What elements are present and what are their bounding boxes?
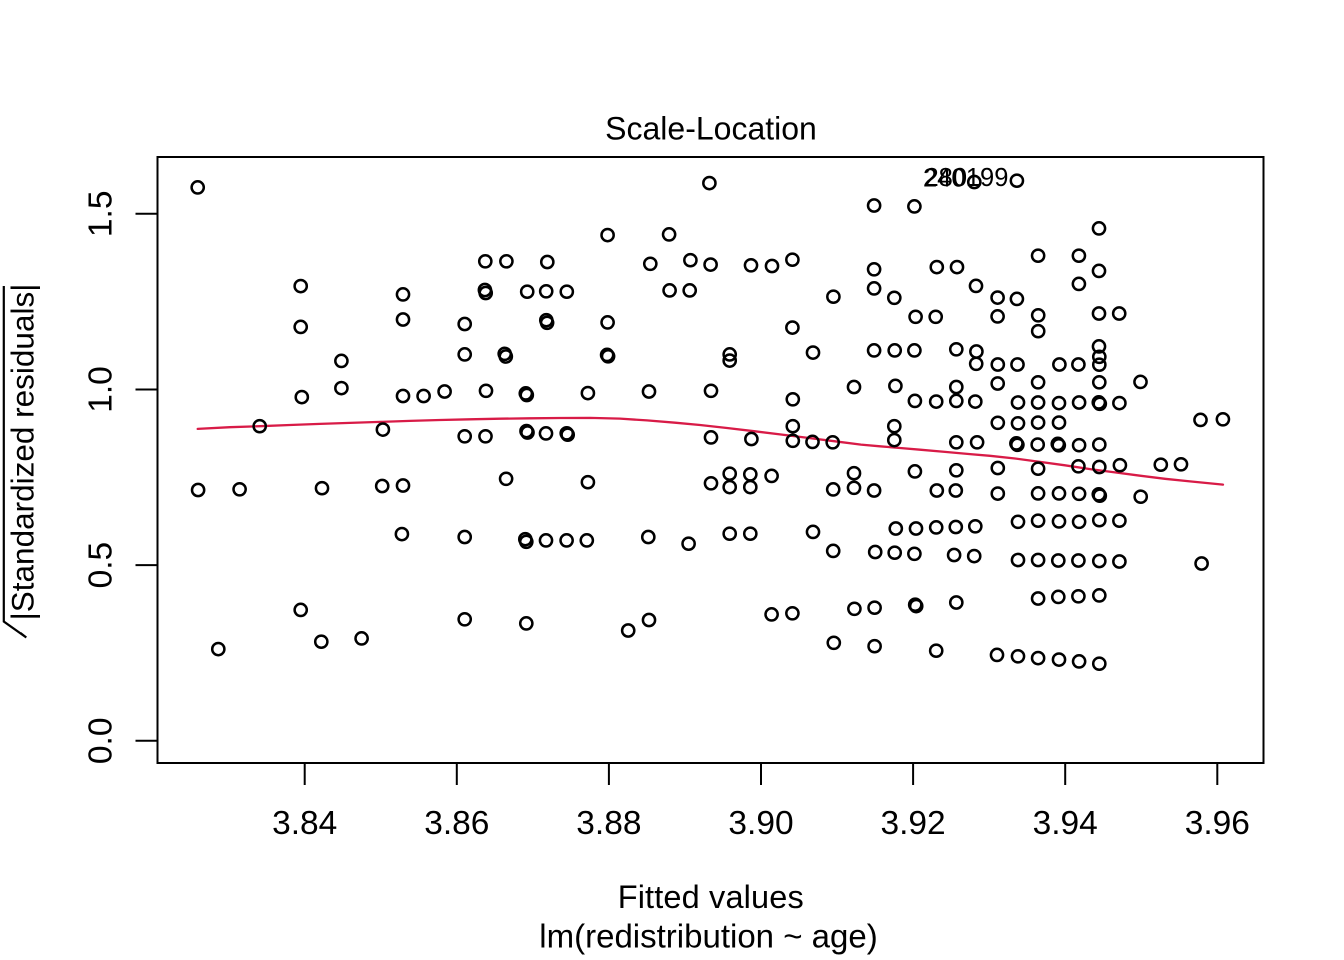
svg-text:lm(redistribution ~ age): lm(redistribution ~ age) xyxy=(539,917,877,954)
svg-text:3.88: 3.88 xyxy=(576,805,641,842)
svg-text:240: 240 xyxy=(923,165,966,193)
svg-text:3.84: 3.84 xyxy=(272,805,337,842)
svg-text:3.96: 3.96 xyxy=(1185,805,1250,842)
svg-text:3.94: 3.94 xyxy=(1033,805,1098,842)
svg-text:|Standardized residuals|: |Standardized residuals| xyxy=(5,284,41,621)
svg-text:280: 280 xyxy=(924,164,967,192)
svg-text:1.0: 1.0 xyxy=(83,366,120,413)
svg-text:0.0: 0.0 xyxy=(83,718,120,765)
svg-text:Scale-Location: Scale-Location xyxy=(605,110,817,146)
svg-text:3.86: 3.86 xyxy=(424,805,489,842)
svg-text:Fitted values: Fitted values xyxy=(618,879,804,915)
svg-text:1.5: 1.5 xyxy=(83,191,120,238)
svg-text:3.92: 3.92 xyxy=(880,805,945,842)
svg-text:0.5: 0.5 xyxy=(83,542,120,589)
svg-text:3.90: 3.90 xyxy=(728,805,793,842)
